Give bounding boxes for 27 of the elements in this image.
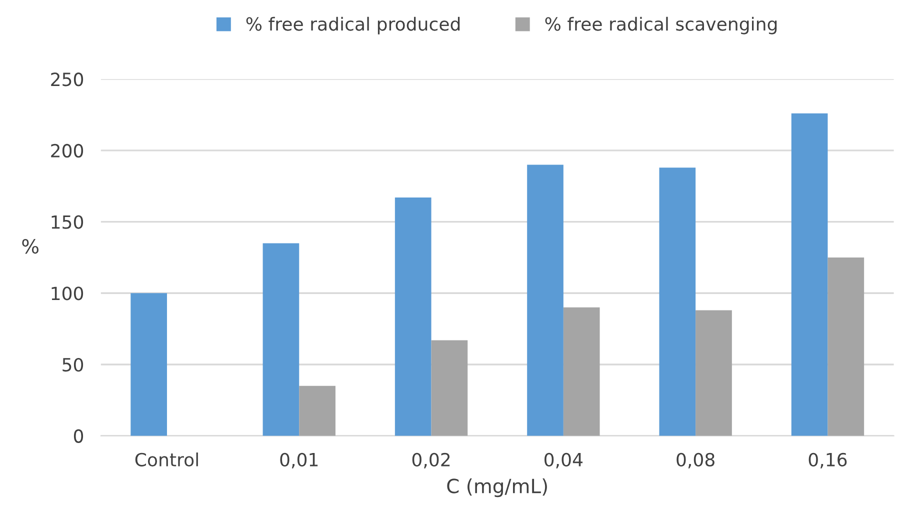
legend-label: % free radical produced bbox=[246, 16, 460, 34]
y-tick-label: 50 bbox=[62, 358, 84, 372]
legend-label: % free radical scavenging bbox=[545, 16, 777, 34]
bar bbox=[431, 340, 468, 436]
y-tick-label: 150 bbox=[52, 215, 84, 229]
y-axis-title: % bbox=[22, 238, 39, 254]
bar bbox=[394, 198, 432, 436]
y-tick-label: 250 bbox=[51, 72, 84, 86]
bar bbox=[659, 168, 696, 436]
x-tick-label: 0,16 bbox=[808, 452, 847, 468]
x-axis-title: C (mg/mL) bbox=[447, 478, 547, 498]
x-tick-label: 0,02 bbox=[412, 452, 450, 468]
bar bbox=[828, 257, 864, 436]
bar bbox=[262, 243, 300, 436]
y-tick-label: 200 bbox=[51, 144, 84, 158]
y-tick-label: 0 bbox=[74, 429, 84, 443]
x-tick-label: 0,01 bbox=[280, 452, 318, 468]
bar bbox=[791, 113, 828, 436]
y-tick-label: 100 bbox=[52, 286, 84, 300]
bar bbox=[563, 307, 600, 436]
bar bbox=[527, 164, 564, 436]
bar bbox=[696, 310, 732, 436]
x-tick-label: 0,08 bbox=[676, 452, 714, 468]
bar bbox=[299, 386, 336, 436]
x-tick-label: 0,04 bbox=[544, 452, 583, 468]
bar bbox=[130, 293, 167, 436]
x-tick-label: Control bbox=[135, 452, 198, 466]
